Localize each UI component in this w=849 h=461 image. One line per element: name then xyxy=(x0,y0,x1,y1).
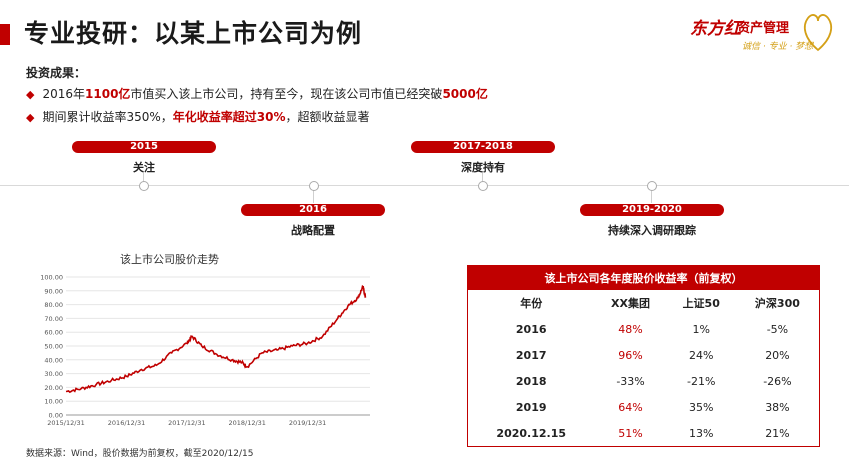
company-return-cell: 96% xyxy=(618,348,643,362)
year-cell: 2018 xyxy=(515,374,547,388)
year-cell: 2019 xyxy=(515,400,547,414)
table-row: 2020.12.15 51% 13% 21% xyxy=(468,420,820,447)
csi300-return-cell: -26% xyxy=(763,374,792,388)
y-tick-label: 60.00 xyxy=(44,329,63,337)
chart-x-ticks: 2015/12/31 2016/12/31 2017/12/31 2018/12/31… xyxy=(47,419,326,427)
price-series-line xyxy=(65,284,367,394)
y-tick-label: 80.00 xyxy=(44,301,63,309)
company-return-cell: 64% xyxy=(618,400,643,414)
company-logo: 东方红 资产管理 诚信 · 专业 · 梦想 xyxy=(690,8,840,56)
sse50-return-cell: 35% xyxy=(688,400,714,414)
chart-grid xyxy=(66,276,370,416)
year-cell: 2016 xyxy=(515,322,547,336)
company-return-cell: 51% xyxy=(618,426,643,440)
timeline-label-2016: 战略配置 xyxy=(291,224,335,237)
timeline-label-2017-2018: 深度持有 xyxy=(461,161,505,174)
heart-icon xyxy=(803,14,833,52)
page-title: 专业投研：以某上市公司为例 xyxy=(24,19,363,48)
company-return-cell: 48% xyxy=(618,322,643,336)
timeline-year-2015: 2015 xyxy=(72,141,216,153)
chart-title: 该上市公司股价走势 xyxy=(120,253,219,266)
title-accent-bar xyxy=(0,24,10,45)
sse50-return-cell: -21% xyxy=(687,374,716,388)
year-cell: 2017 xyxy=(515,348,547,362)
csi300-return-cell: 38% xyxy=(765,400,790,414)
table-title: 该上市公司各年度股价收益率（前复权） xyxy=(467,265,820,290)
year-cell: 2020.12.15 xyxy=(496,426,567,440)
y-tick-label: 50.00 xyxy=(44,343,63,351)
y-tick-label: 20.00 xyxy=(44,384,63,392)
sse50-return-cell: 1% xyxy=(692,322,710,336)
diamond-icon: ◆ xyxy=(26,111,35,124)
timeline-node xyxy=(139,181,149,191)
y-tick-label: 90.00 xyxy=(44,287,63,295)
bullet-1: ◆ 2016年1100亿市值买入该上市公司，持有至今，现在该公司市值已经突破500… xyxy=(26,87,488,101)
csi300-return-cell: -5% xyxy=(766,322,789,336)
chart-y-ticks: 100.00 90.00 80.00 70.00 60.00 50.00 40.00 30.0… xyxy=(40,274,63,420)
data-source-note: 数据来源：Wind，股价数据为前复权，截至2020/12/15 xyxy=(26,449,254,459)
timeline-year-2016: 2016 xyxy=(241,204,385,216)
x-tick-label: 2016/12/31 xyxy=(108,419,145,427)
company-return-cell: -33% xyxy=(616,374,645,388)
table-row: 2018 -33% -21% -26% xyxy=(468,368,820,394)
timeline-connector xyxy=(313,186,314,203)
y-tick-label: 40.00 xyxy=(44,356,63,364)
y-tick-label: 70.00 xyxy=(44,315,63,323)
col-header-sse50: 上证50 xyxy=(682,297,720,310)
timeline-year-2019-2020: 2019-2020 xyxy=(580,204,724,216)
col-header-company: XX集团 xyxy=(611,297,651,310)
table-row: 2016 48% 1% -5% xyxy=(468,316,820,342)
logo-slogan: 诚信 · 专业 · 梦想 xyxy=(742,42,814,52)
timeline-node xyxy=(309,181,319,191)
x-tick-label: 2018/12/31 xyxy=(228,419,265,427)
timeline-label-2019-2020: 持续深入调研跟踪 xyxy=(608,224,696,237)
csi300-return-cell: 20% xyxy=(765,348,790,362)
y-tick-label: 100.00 xyxy=(40,274,63,282)
x-tick-label: 2019/12/31 xyxy=(289,419,326,427)
sse50-return-cell: 13% xyxy=(688,426,714,440)
table-header-row: 年份 XX集团 上证50 沪深300 xyxy=(468,290,820,316)
table-row: 2017 96% 24% 20% xyxy=(468,342,820,368)
csi300-return-cell: 21% xyxy=(765,426,790,440)
logo-brand: 东方红 xyxy=(690,19,741,39)
timeline-node xyxy=(647,181,657,191)
y-tick-label: 30.00 xyxy=(44,370,63,378)
y-tick-label: 10.00 xyxy=(44,398,63,406)
col-header-year: 年份 xyxy=(520,297,543,310)
timeline-label-2015: 关注 xyxy=(133,161,155,174)
diamond-icon: ◆ xyxy=(26,88,35,101)
y-tick-label: 0.00 xyxy=(49,412,63,420)
timeline-node xyxy=(478,181,488,191)
stock-price-chart: 100.00 90.00 80.00 70.00 60.00 50.00 40.00 30.0… xyxy=(40,274,370,427)
timeline-year-2017-2018: 2017-2018 xyxy=(411,141,555,153)
logo-sub: 资产管理 xyxy=(737,21,790,36)
timeline-connector xyxy=(482,172,483,185)
bullet-2: ◆ 期间累计收益率350%，年化收益率超过30%，超额收益显著 xyxy=(26,110,370,124)
x-tick-label: 2017/12/31 xyxy=(168,419,205,427)
timeline-connector xyxy=(143,172,144,185)
x-tick-label: 2015/12/31 xyxy=(47,419,84,427)
returns-table: 该上市公司各年度股价收益率（前复权） 年份 XX集团 上证50 沪深300 20… xyxy=(467,265,820,447)
timeline-connector xyxy=(651,186,652,203)
sse50-return-cell: 24% xyxy=(688,348,714,362)
results-label: 投资成果： xyxy=(26,66,87,80)
col-header-csi300: 沪深300 xyxy=(754,297,800,310)
table-row: 2019 64% 35% 38% xyxy=(468,394,820,420)
timeline-axis xyxy=(0,185,849,186)
